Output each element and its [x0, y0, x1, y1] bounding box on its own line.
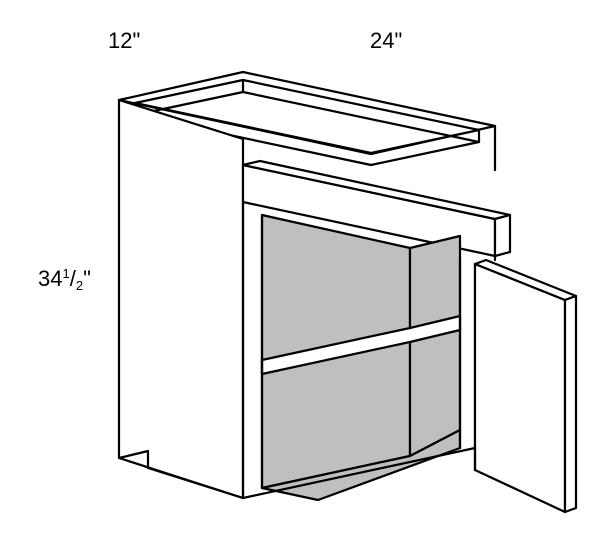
- dim-width-label: 12": [108, 28, 140, 53]
- dim-height-label: 341/2": [38, 266, 91, 293]
- left-side-panel: [119, 100, 243, 498]
- dim-depth-label: 24": [370, 28, 402, 53]
- interior-right: [410, 236, 460, 456]
- cabinet-diagram: 12" 24" 341/2": [0, 0, 605, 548]
- cabinet-body: [119, 72, 576, 512]
- door-panel: [475, 264, 565, 512]
